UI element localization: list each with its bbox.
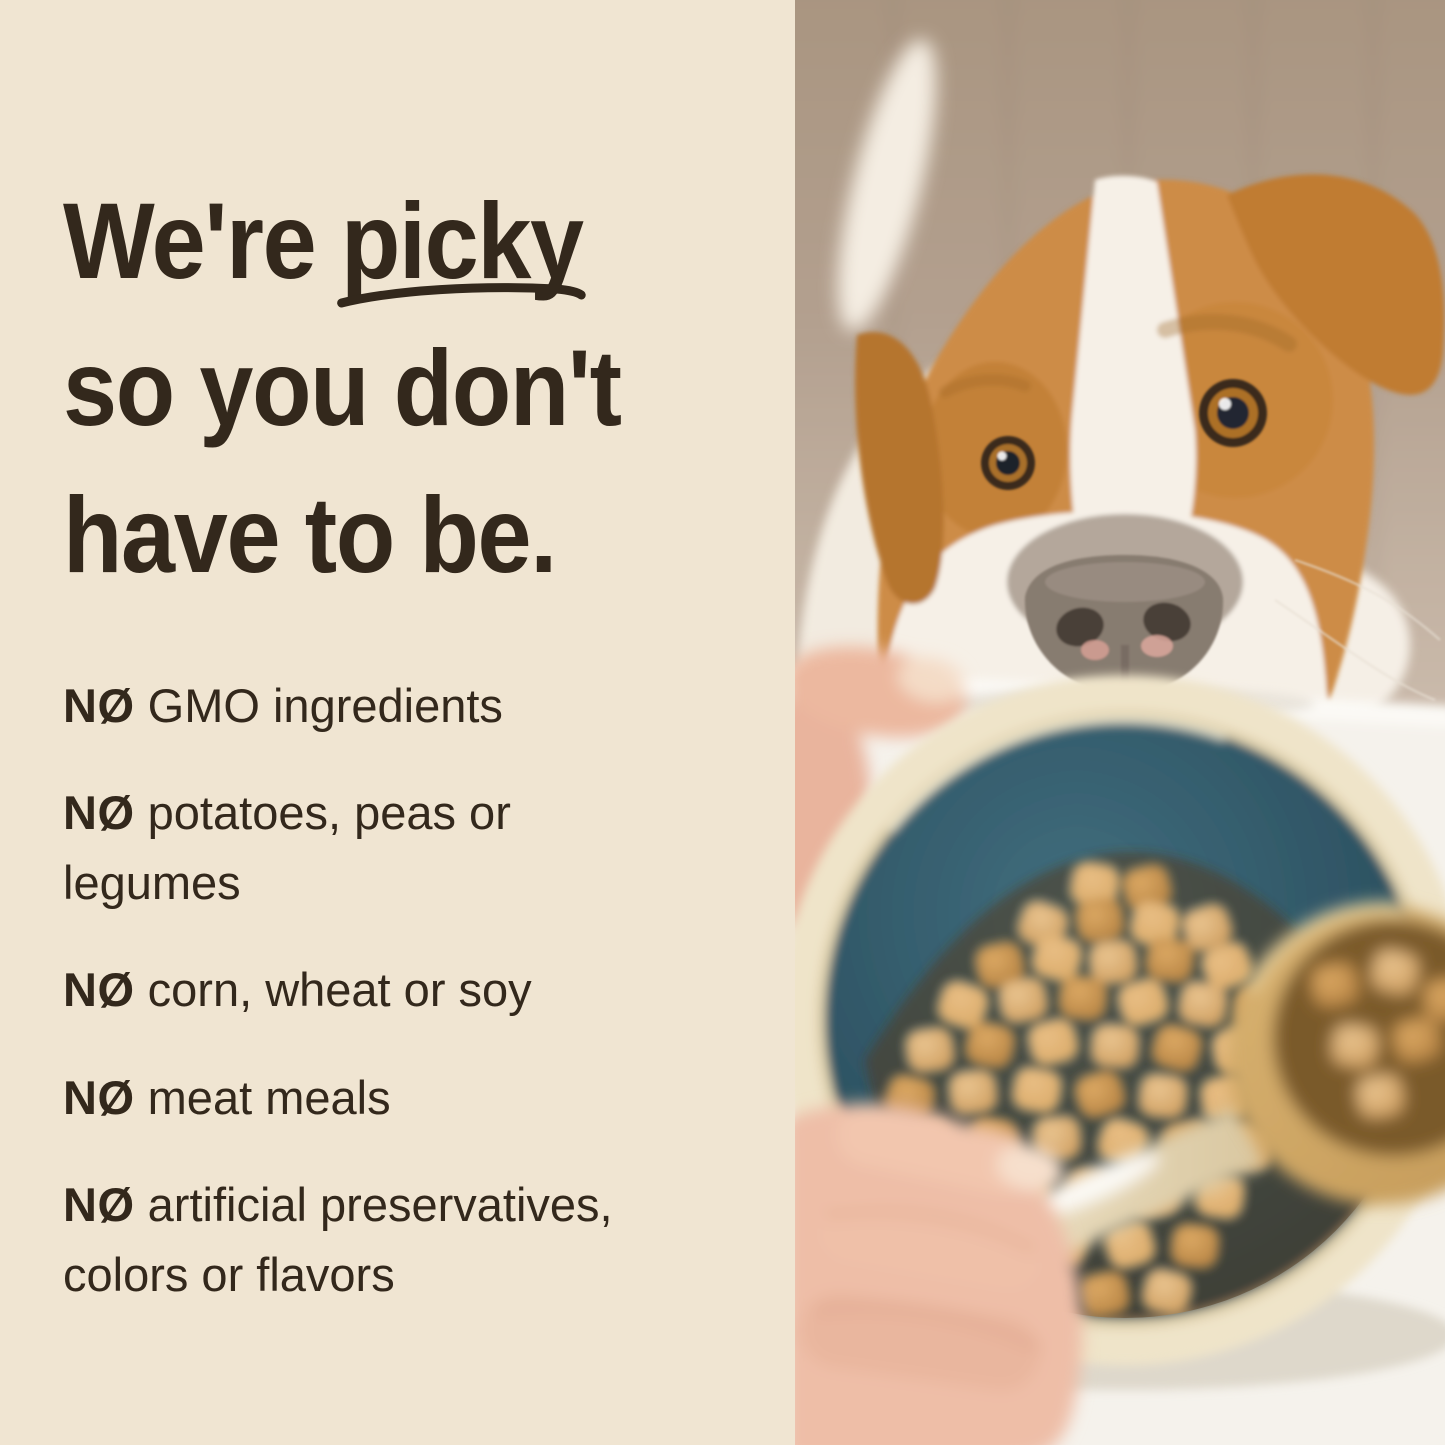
dog-nose [1024,555,1224,695]
kibble-scoop [1228,901,1445,1205]
headline-line1: We're picky [63,168,659,315]
dog-head [855,174,1445,702]
claim-text: corn, wheat or soy [147,963,532,1017]
dog-ear-left [855,331,944,604]
claim-text: meat meals [147,1070,391,1124]
pouring-hand [795,1103,1083,1445]
photo-svg [795,0,1445,1445]
dog-eye-right [1199,379,1267,447]
no-prefix: NØ [63,786,135,840]
photo-dog-and-kibble-bowl [795,0,1445,1445]
headline-picky-word: picky [340,180,584,301]
dog-white-blaze [1070,175,1197,585]
headline: We're picky so you don't have to be. [63,168,659,609]
claim-text: artificial preservatives, colors or flav… [63,1178,613,1301]
dog-whiskers [1274,558,1441,702]
text-panel: We're picky so you don't have to be. NØ G… [63,168,725,1310]
headline-picky: picky [337,168,586,315]
picky-underline-swoosh [337,283,586,308]
no-prefix: NØ [63,963,135,1017]
no-prefix: NØ [63,678,135,732]
dog-ear-right [1227,174,1445,395]
dog-eye-left [981,436,1035,490]
claim-item-gmo: NØ GMO ingredients [63,671,725,741]
claim-item-potatoes: NØ potatoes, peas or legumes [63,778,725,917]
dog-tail [837,39,937,331]
headline-line1-pre: We're [63,180,341,301]
claim-item-meat-meals: NØ meat meals [63,1063,725,1133]
claim-item-artificial: NØ artificial preservatives, colors or fl… [63,1170,725,1309]
no-prefix: NØ [63,1178,135,1232]
claim-text: potatoes, peas or legumes [63,786,511,909]
claim-item-corn: NØ corn, wheat or soy [63,955,725,1025]
no-prefix: NØ [63,1070,135,1124]
claims-list: NØ GMO ingredients NØ potatoes, peas or le… [63,671,725,1310]
headline-line2: so you don't [63,326,622,448]
claim-text: GMO ingredients [147,678,503,732]
headline-line3: have to be. [63,473,557,595]
dog-brow-shading [1157,314,1297,352]
